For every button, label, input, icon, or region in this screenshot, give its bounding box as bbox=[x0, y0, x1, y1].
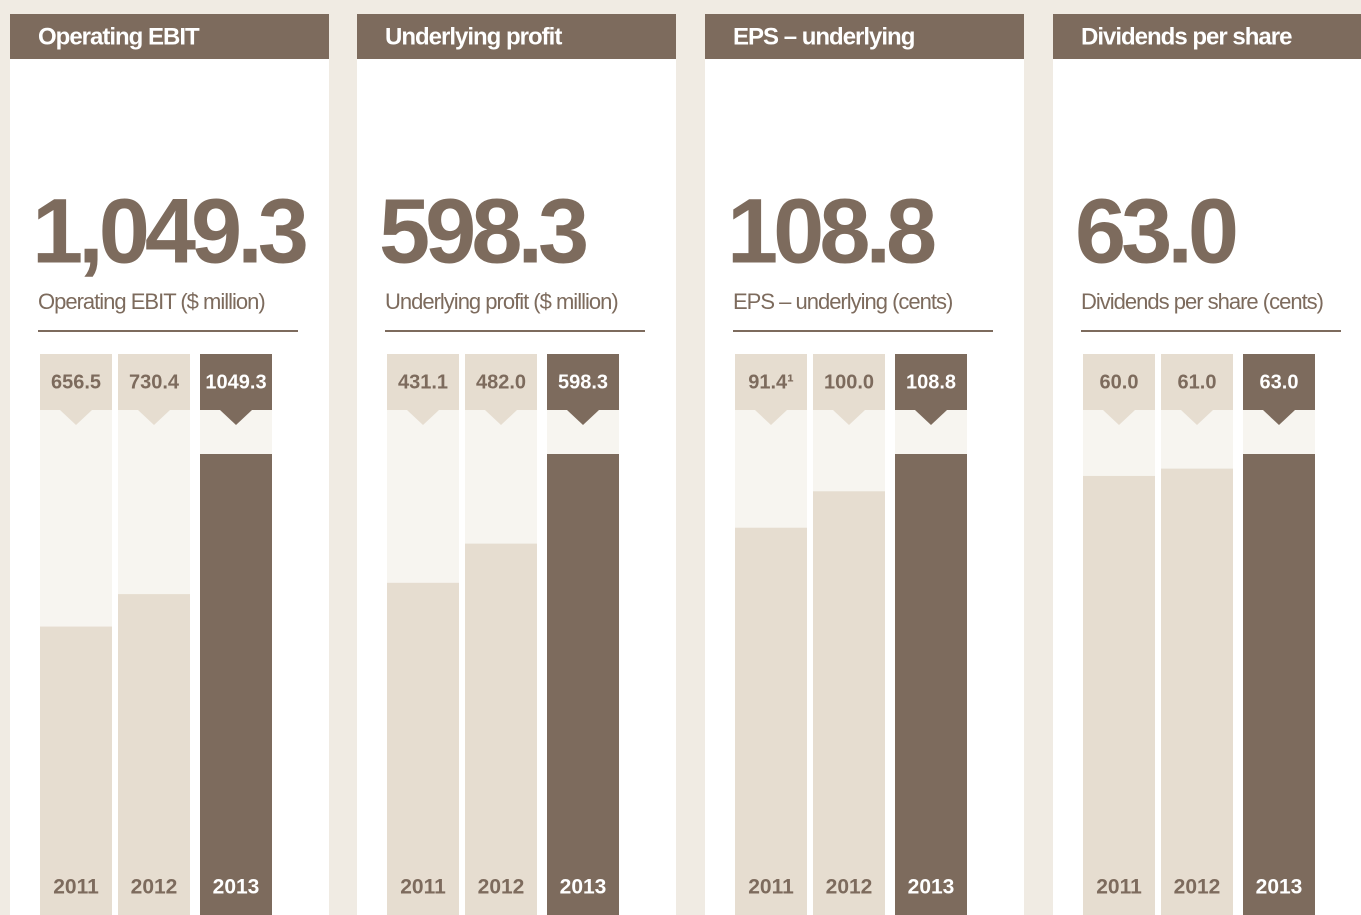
bar bbox=[40, 626, 112, 915]
value-label: 598.3 bbox=[558, 371, 608, 393]
x-tick-label: 2013 bbox=[560, 876, 607, 899]
x-tick-label: 2011 bbox=[53, 876, 99, 899]
value-pointer bbox=[755, 410, 787, 425]
value-label: 100.0 bbox=[824, 371, 874, 393]
value-label: 63.0 bbox=[1260, 371, 1299, 393]
value-label: 108.8 bbox=[906, 371, 956, 393]
bar bbox=[1083, 475, 1155, 915]
headline: 1,049.3 bbox=[32, 180, 306, 282]
value-box bbox=[1083, 354, 1155, 410]
x-tick-label: 2011 bbox=[400, 876, 446, 899]
value-pointer bbox=[833, 410, 865, 425]
value-box bbox=[465, 354, 537, 410]
value-pointer bbox=[1263, 410, 1295, 425]
headline: 108.8 bbox=[727, 180, 935, 282]
bar bbox=[387, 582, 459, 915]
value-pointer bbox=[1103, 410, 1135, 425]
x-tick-label: 2013 bbox=[213, 876, 260, 899]
x-tick-label: 2013 bbox=[1256, 876, 1303, 899]
panel-header bbox=[705, 14, 1024, 59]
bar bbox=[118, 594, 190, 915]
value-label: 431.1 bbox=[398, 371, 448, 393]
bar bbox=[547, 454, 619, 915]
value-box bbox=[813, 354, 885, 410]
value-box bbox=[1243, 354, 1315, 410]
value-label: 482.0 bbox=[476, 371, 526, 393]
bar bbox=[1243, 454, 1315, 915]
x-tick-label: 2013 bbox=[908, 876, 955, 899]
bar bbox=[1161, 468, 1233, 915]
bar bbox=[813, 491, 885, 915]
x-tick-label: 2012 bbox=[1174, 876, 1221, 899]
subtitle: Underlying profit ($ million) bbox=[385, 289, 618, 314]
value-label: 60.0 bbox=[1100, 371, 1139, 393]
value-label: 1049.3 bbox=[205, 371, 266, 393]
bar bbox=[735, 527, 807, 915]
value-box bbox=[1161, 354, 1233, 410]
value-label: 730.4 bbox=[129, 371, 180, 393]
value-box bbox=[118, 354, 190, 410]
panel-title: Underlying profit bbox=[385, 23, 562, 50]
value-pointer bbox=[138, 410, 170, 425]
panel-header bbox=[10, 14, 329, 59]
subtitle: EPS – underlying (cents) bbox=[733, 289, 952, 314]
value-pointer bbox=[407, 410, 439, 425]
value-box bbox=[40, 354, 112, 410]
value-pointer bbox=[915, 410, 947, 425]
value-box bbox=[200, 354, 272, 410]
bar bbox=[465, 543, 537, 915]
headline: 63.0 bbox=[1075, 180, 1236, 282]
bar bbox=[895, 454, 967, 915]
x-tick-label: 2011 bbox=[1096, 876, 1142, 899]
value-box bbox=[547, 354, 619, 410]
subtitle: Operating EBIT ($ million) bbox=[38, 289, 265, 314]
panel-title: Dividends per share bbox=[1081, 23, 1292, 50]
value-box bbox=[895, 354, 967, 410]
value-pointer bbox=[567, 410, 599, 425]
subtitle: Dividends per share (cents) bbox=[1081, 289, 1323, 314]
value-box bbox=[387, 354, 459, 410]
value-box bbox=[735, 354, 807, 410]
x-tick-label: 2012 bbox=[826, 876, 873, 899]
x-tick-label: 2011 bbox=[748, 876, 794, 899]
panel-header bbox=[1053, 14, 1361, 59]
value-label: 61.0 bbox=[1178, 371, 1217, 393]
value-pointer bbox=[60, 410, 92, 425]
panel-title: EPS – underlying bbox=[733, 23, 915, 50]
value-pointer bbox=[1181, 410, 1213, 425]
x-tick-label: 2012 bbox=[478, 876, 525, 899]
headline: 598.3 bbox=[379, 180, 586, 282]
bar bbox=[200, 454, 272, 915]
value-label: 656.5 bbox=[51, 371, 101, 393]
value-pointer bbox=[485, 410, 517, 425]
panel-header bbox=[357, 14, 676, 59]
panel-title: Operating EBIT bbox=[38, 23, 200, 50]
x-tick-label: 2012 bbox=[131, 876, 178, 899]
value-pointer bbox=[220, 410, 252, 425]
value-label: 91.4¹ bbox=[748, 371, 794, 393]
